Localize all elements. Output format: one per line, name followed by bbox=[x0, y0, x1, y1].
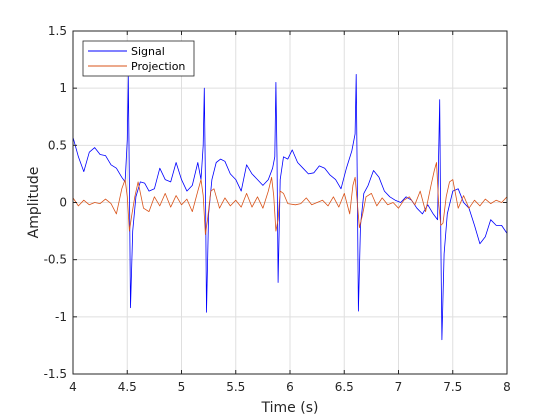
x-axis-label: Time (s) bbox=[261, 400, 319, 416]
series-line-signal bbox=[72, 74, 508, 341]
y-tick-label: 1 bbox=[59, 81, 67, 95]
y-tick-label: -1.5 bbox=[44, 367, 67, 381]
x-tick-label: 5 bbox=[178, 380, 186, 394]
y-tick-label: -1 bbox=[55, 310, 67, 324]
legend-box bbox=[82, 40, 195, 77]
y-axis-label: Amplitude bbox=[26, 167, 42, 239]
x-tick-label: 4 bbox=[69, 380, 77, 394]
y-tick-label: -0.5 bbox=[44, 253, 67, 267]
series-layer bbox=[72, 74, 508, 341]
ticks: 4 4.5 5 5.5 6 6.5 7 7.5 8 -1.5 -1 -0.5 0 0.5 1 1.5 bbox=[44, 24, 511, 394]
x-tick-label: 5.5 bbox=[226, 380, 245, 394]
series-line-projection bbox=[72, 162, 508, 235]
y-tick-label: 1.5 bbox=[48, 24, 67, 38]
x-tick-label: 7.5 bbox=[443, 380, 462, 394]
x-tick-label: 4.5 bbox=[118, 380, 137, 394]
x-tick-label: 8 bbox=[503, 380, 511, 394]
y-tick-label: 0 bbox=[59, 196, 67, 210]
legend: Signal Projection bbox=[82, 40, 195, 77]
legend-entry-signal: Signal bbox=[131, 45, 165, 58]
x-tick-label: 6.5 bbox=[335, 380, 354, 394]
y-tick-label: 0.5 bbox=[48, 138, 67, 152]
legend-entry-projection: Projection bbox=[131, 60, 185, 73]
x-tick-label: 7 bbox=[395, 380, 403, 394]
x-tick-label: 6 bbox=[286, 380, 294, 394]
